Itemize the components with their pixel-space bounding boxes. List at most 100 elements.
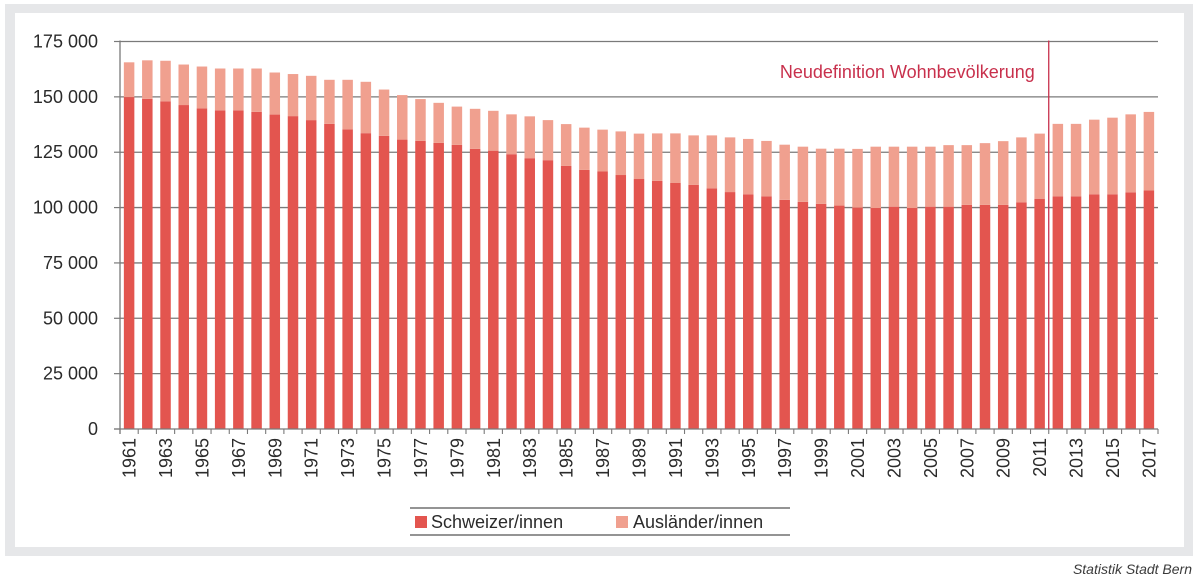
bar-auslaender-2008 (979, 143, 991, 205)
bar-schweizer-2004 (906, 208, 918, 429)
bar-auslaender-1999 (815, 148, 827, 204)
y-tick-label: 150 000 (33, 87, 98, 107)
legend: Schweizer/innen Ausländer/innen (410, 507, 790, 536)
y-tick-label: 75 000 (43, 253, 98, 273)
bar-schweizer-1980 (469, 148, 481, 429)
x-tick-label: 1973 (338, 438, 358, 478)
bar-auslaender-1976 (397, 95, 408, 140)
x-tick-label: 2001 (848, 438, 868, 478)
bar-auslaender-1996 (761, 140, 772, 197)
bar-auslaender-2005 (925, 146, 936, 207)
bar-auslaender-1978 (433, 102, 444, 143)
bar-schweizer-1972 (324, 123, 335, 429)
bar-auslaender-1990 (651, 133, 663, 181)
bar-schweizer-1965 (196, 108, 208, 429)
y-tick-label: 0 (88, 419, 98, 439)
annotation: Neudefinition Wohnbevölkerung (780, 40, 1050, 429)
x-tick-label: 1971 (302, 438, 322, 478)
bar-auslaender-2001 (852, 148, 863, 208)
bar-schweizer-2007 (961, 204, 973, 429)
bar-auslaender-2012 (1052, 123, 1064, 197)
bar-schweizer-1974 (360, 133, 372, 429)
x-tick-label: 2013 (1067, 438, 1087, 478)
x-tick-label: 1985 (557, 438, 577, 478)
bar-schweizer-2016 (1125, 192, 1136, 429)
bar-auslaender-2011 (1034, 133, 1045, 199)
bar-auslaender-1966 (214, 68, 226, 111)
x-tick-label: 1987 (593, 438, 613, 478)
x-tick-label: 1977 (411, 438, 431, 478)
bar-auslaender-2017 (1143, 111, 1155, 191)
x-tick-label: 1965 (192, 438, 212, 478)
y-tick-label: 100 000 (33, 198, 98, 218)
bar-schweizer-2017 (1143, 190, 1155, 429)
bar-auslaender-2015 (1107, 117, 1118, 195)
y-tick-label: 125 000 (33, 142, 98, 162)
annotation-text: Neudefinition Wohnbevölkerung (780, 62, 1035, 82)
bar-auslaender-1986 (579, 127, 590, 170)
bar-auslaender-1987 (597, 129, 608, 172)
bar-auslaender-1977 (415, 99, 426, 141)
bar-schweizer-1991 (670, 182, 681, 429)
bar-schweizer-1969 (269, 114, 281, 430)
bar-auslaender-1975 (378, 89, 390, 136)
bar-schweizer-1977 (415, 140, 426, 429)
bar-auslaender-1993 (706, 135, 718, 189)
y-tick-label: 25 000 (43, 364, 98, 384)
bar-auslaender-2003 (888, 146, 900, 207)
bar-schweizer-1967 (233, 110, 244, 429)
bar-auslaender-1982 (506, 114, 517, 155)
bar-schweizer-1983 (524, 158, 535, 429)
bar-auslaender-1988 (615, 131, 627, 176)
bar-schweizer-1979 (451, 144, 463, 429)
axes (114, 40, 1159, 434)
bar-auslaender-1983 (524, 116, 535, 159)
bars (123, 60, 1155, 430)
bar-schweizer-2012 (1052, 196, 1064, 429)
bar-auslaender-1964 (178, 64, 189, 106)
bar-auslaender-2000 (834, 148, 845, 206)
bar-schweizer-2000 (834, 205, 845, 429)
bar-schweizer-1964 (178, 105, 189, 430)
bar-auslaender-1971 (305, 75, 317, 121)
bar-auslaender-1992 (688, 135, 699, 185)
bar-schweizer-1975 (378, 135, 390, 430)
bar-schweizer-1999 (815, 203, 827, 429)
bar-auslaender-2004 (906, 146, 918, 209)
y-axis-labels: 0 25 000 50 000 75 000 100 000 125 000 150 000… (33, 32, 98, 440)
x-tick-label: 1967 (229, 438, 249, 478)
bar-schweizer-1989 (633, 179, 645, 429)
bar-auslaender-1995 (743, 138, 754, 195)
bar-auslaender-1979 (451, 106, 463, 145)
bar-auslaender-1963 (160, 60, 171, 102)
bar-schweizer-1990 (651, 180, 663, 429)
bar-schweizer-1984 (542, 160, 554, 429)
bar-schweizer-2002 (870, 208, 881, 429)
bar-auslaender-1997 (779, 144, 790, 200)
bar-schweizer-1971 (305, 120, 317, 429)
bar-schweizer-2003 (888, 206, 900, 429)
bar-schweizer-1992 (688, 184, 699, 429)
x-tick-label: 2003 (884, 438, 904, 478)
bar-auslaender-2009 (997, 141, 1009, 205)
x-tick-label: 1989 (630, 438, 650, 478)
bar-schweizer-1962 (142, 98, 153, 429)
bar-schweizer-2001 (852, 207, 863, 429)
x-tick-label: 2017 (1139, 438, 1159, 478)
bar-schweizer-1973 (342, 129, 353, 429)
bar-auslaender-2014 (1089, 119, 1100, 195)
bar-schweizer-1996 (761, 196, 772, 429)
bar-auslaender-1969 (269, 72, 281, 115)
bar-auslaender-1965 (196, 66, 208, 109)
bar-auslaender-1973 (342, 79, 353, 130)
bar-auslaender-1968 (251, 68, 262, 112)
bar-auslaender-1981 (488, 110, 499, 151)
bar-schweizer-1976 (397, 139, 408, 430)
x-axis-labels: 1961 1963 1965 1967 1969 1971 1973 1975 1977 1979… (120, 438, 1160, 478)
x-tick-label: 1991 (666, 438, 686, 478)
x-tick-label: 1983 (520, 438, 540, 478)
bar-auslaender-2006 (943, 145, 954, 207)
bar-schweizer-2005 (925, 206, 936, 429)
bar-schweizer-1981 (488, 150, 499, 429)
bar-auslaender-2010 (1016, 137, 1027, 203)
